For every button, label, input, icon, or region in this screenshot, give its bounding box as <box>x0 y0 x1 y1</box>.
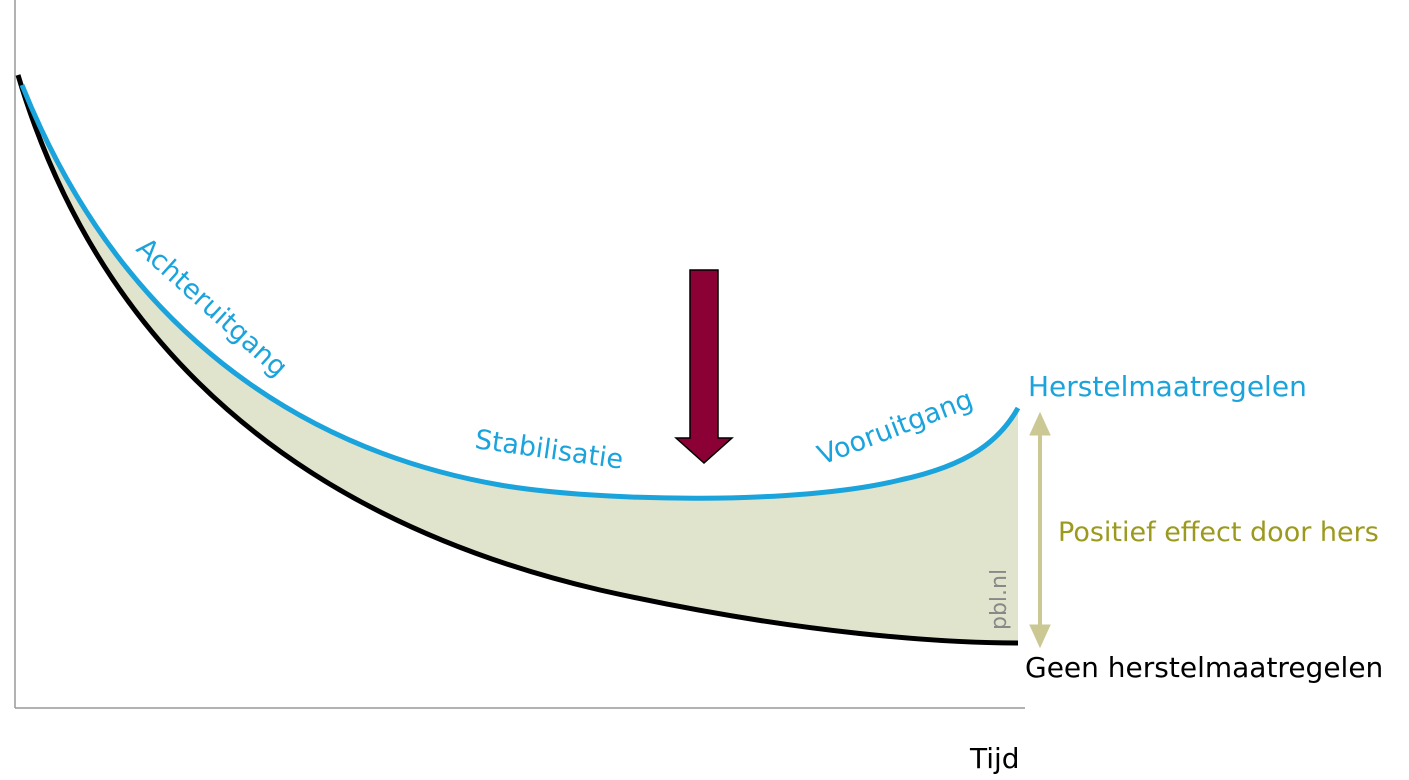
improvement-label: Vooruitgang <box>813 384 977 472</box>
effect-arrow <box>1029 411 1051 649</box>
x-axis-label: Tijd <box>969 742 1020 775</box>
stabilisation-label: Stabilisatie <box>473 424 625 475</box>
effect-area <box>18 75 1018 643</box>
source-label: pbl.nl <box>987 569 1012 630</box>
measures-curve <box>19 84 1021 501</box>
without-measures-label: Geen herstelmaatregelen <box>1025 651 1383 684</box>
effect-label: Positief effect door hers <box>1058 517 1379 548</box>
no-measures-curve <box>15 74 1019 646</box>
down-arrow <box>674 269 734 465</box>
with-measures-label: Herstelmaatregelen <box>1028 370 1307 403</box>
